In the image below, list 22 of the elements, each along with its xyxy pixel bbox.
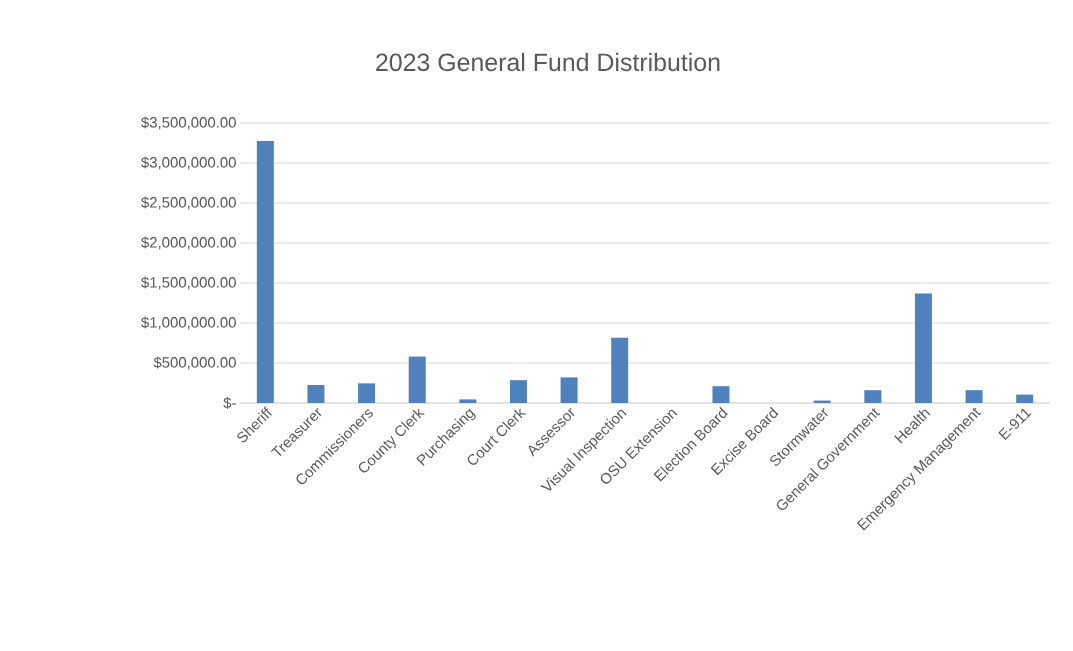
bar (358, 383, 376, 403)
y-tick-label: $3,000,000.00 (141, 156, 236, 170)
y-tick-label: $2,000,000.00 (141, 236, 236, 250)
bar (965, 390, 983, 403)
bar (307, 384, 325, 403)
bar (256, 140, 274, 403)
bar (509, 380, 527, 403)
chart-title: 2023 General Fund Distribution (376, 52, 720, 72)
bar (712, 386, 730, 403)
y-tick-label: $3,500,000.00 (141, 116, 236, 130)
y-tick-label: $1,000,000.00 (141, 316, 236, 330)
y-tick-label: $500,000.00 (153, 356, 236, 370)
bar (611, 337, 629, 403)
bar (914, 293, 932, 403)
y-tick-label: $1,500,000.00 (141, 276, 236, 290)
y-tick-label: $- (223, 396, 236, 410)
bar (1016, 394, 1034, 403)
bar (560, 377, 578, 403)
bar (459, 399, 477, 403)
y-tick-label: $2,500,000.00 (141, 196, 236, 210)
bar (864, 390, 882, 403)
bar (408, 356, 426, 403)
